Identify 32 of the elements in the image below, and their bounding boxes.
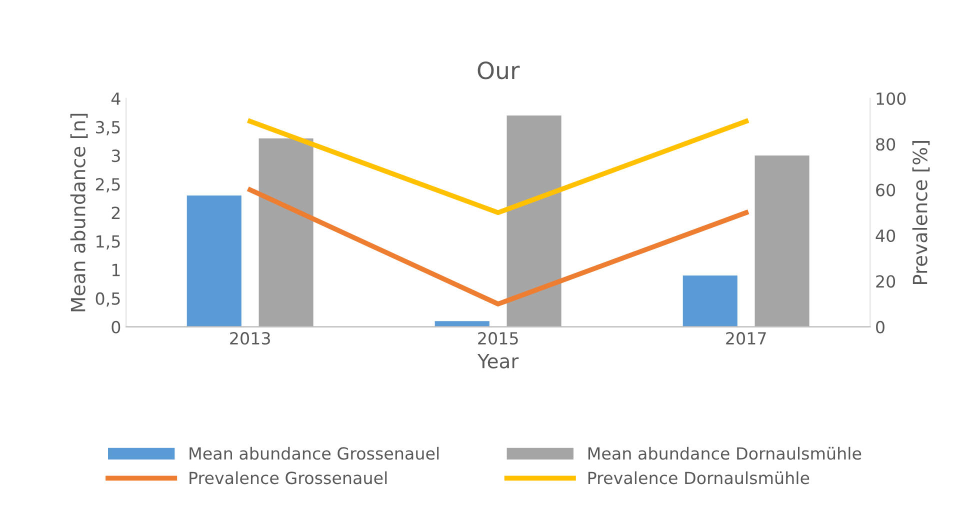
bar (258, 138, 314, 327)
bar (186, 196, 242, 327)
x-tick-label: 2013 (230, 332, 270, 345)
legend-label: Mean abundance Grossenauel (190, 446, 439, 460)
legend-label: Prevalence Grossenauel (190, 471, 387, 484)
bar (754, 156, 810, 327)
y2-axis-title: Prevalence [%] (912, 141, 930, 284)
bar (434, 321, 490, 327)
y-tick-label: 0,5 (96, 292, 120, 307)
legend-label: Prevalence Dornaulsmühle (588, 471, 810, 484)
bar (506, 116, 562, 327)
y-tick-label: 4 (111, 92, 120, 105)
x-axis-title: Year (477, 354, 519, 368)
y-tick-label: 0 (112, 320, 120, 334)
y-tick-label: 2,5 (96, 178, 120, 192)
y-axis-title: Mean abundance [n] (70, 114, 88, 312)
y2-tick-label: 100 (876, 92, 906, 105)
x-tick-label: 2017 (726, 332, 766, 345)
x-tick-label: 2015 (478, 332, 518, 345)
y2-tick-label: 80 (876, 138, 896, 151)
y-tick-label: 2 (112, 206, 120, 219)
y2-tick-label: 60 (876, 184, 896, 196)
y2-tick-label: 20 (876, 275, 896, 288)
y-tick-label: 1 (112, 264, 120, 276)
y-tick-label: 3,5 (96, 120, 120, 136)
y-tick-label: 1,5 (96, 235, 120, 250)
y-tick-label: 3 (112, 149, 120, 162)
bar (682, 275, 738, 327)
y2-tick-label: 0 (876, 320, 884, 334)
chart-title: Our (478, 61, 520, 80)
y2-tick-label: 40 (876, 229, 896, 242)
legend-label: Mean abundance Dornaulsmühle (588, 446, 862, 460)
